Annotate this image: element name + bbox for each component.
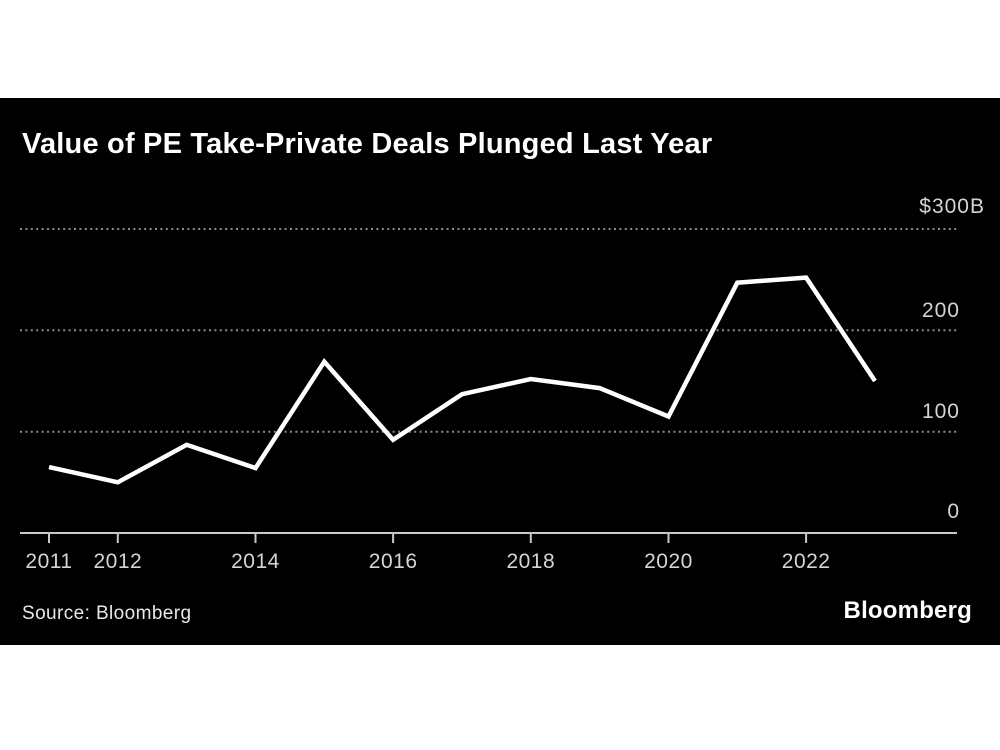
chart-card: Value of PE Take-Private Deals Plunged L… [0, 98, 1000, 645]
y-tick-label-300: $300B [919, 195, 985, 218]
chart-title: Value of PE Take-Private Deals Plunged L… [22, 128, 713, 160]
line-chart [20, 228, 957, 543]
y-tick-label-0: 0 [947, 500, 960, 523]
x-tick-label-2020: 2020 [644, 550, 693, 573]
x-tick-label-2022: 2022 [781, 550, 831, 573]
x-tick-label-2011: 2011 [25, 550, 73, 573]
data-line [48, 275, 877, 485]
y-tick-label-200: 200 [921, 299, 960, 322]
source-note: Source: Bloomberg [22, 603, 192, 624]
y-tick-label-100: 100 [921, 400, 960, 423]
x-tick-label-2014: 2014 [231, 550, 280, 573]
x-axis-ticks [48, 533, 808, 543]
x-tick-label-2016: 2016 [368, 550, 418, 573]
x-tick-label-2012: 2012 [93, 550, 143, 573]
gridlines [20, 228, 957, 433]
bloomberg-logo: Bloomberg [843, 597, 972, 624]
x-tick-label-2018: 2018 [506, 550, 556, 573]
